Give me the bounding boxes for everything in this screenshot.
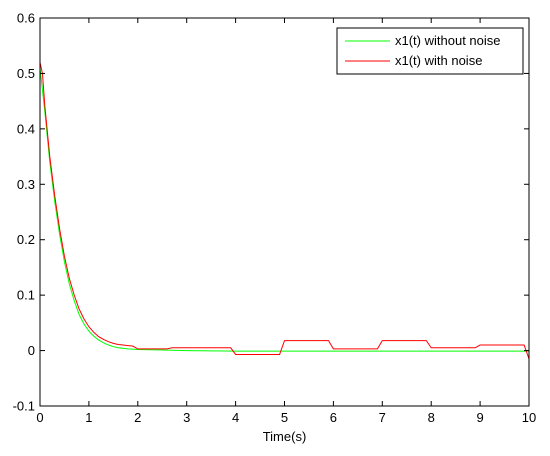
x-tick-label: 3	[183, 410, 190, 425]
series-line-x1-with-noise	[39, 62, 530, 360]
series-line-x1-without-noise	[39, 67, 529, 352]
y-tick-label: 0.6	[17, 11, 35, 26]
y-tick-label: 0.3	[17, 177, 35, 192]
y-tick-label: 0.4	[17, 121, 35, 136]
x-tick-label: 8	[428, 410, 435, 425]
x-tick-label: 10	[522, 410, 536, 425]
x-tick-label: 1	[85, 410, 92, 425]
x-tick-label: 5	[281, 410, 288, 425]
ticks-layer: 0 1 2 3 4 5 6 7 8 9 10-0.100.10.20.30.40.50.6	[13, 11, 537, 426]
x-tick-label: 6	[330, 410, 337, 425]
y-tick-label: -0.1	[13, 399, 35, 414]
y-tick-label: 0.2	[17, 232, 35, 247]
y-tick-label: 0.1	[17, 288, 35, 303]
x-tick-label: 7	[379, 410, 386, 425]
legend-label-x1-with-noise: x1(t) with noise	[395, 53, 482, 68]
series-layer	[39, 62, 530, 360]
legend: x1(t) without noise x1(t) with noise	[336, 27, 524, 75]
x-tick-label: 9	[476, 410, 483, 425]
x-tick-label: 0	[36, 410, 43, 425]
x-tick-label: 4	[232, 410, 239, 425]
legend-box	[336, 27, 524, 75]
y-tick-label: 0.5	[17, 66, 35, 81]
x-tick-label: 2	[134, 410, 141, 425]
y-tick-label: 0	[28, 343, 35, 358]
legend-label-x1-without-noise: x1(t) without noise	[395, 33, 501, 48]
x-axis-label: Time(s)	[263, 429, 307, 444]
